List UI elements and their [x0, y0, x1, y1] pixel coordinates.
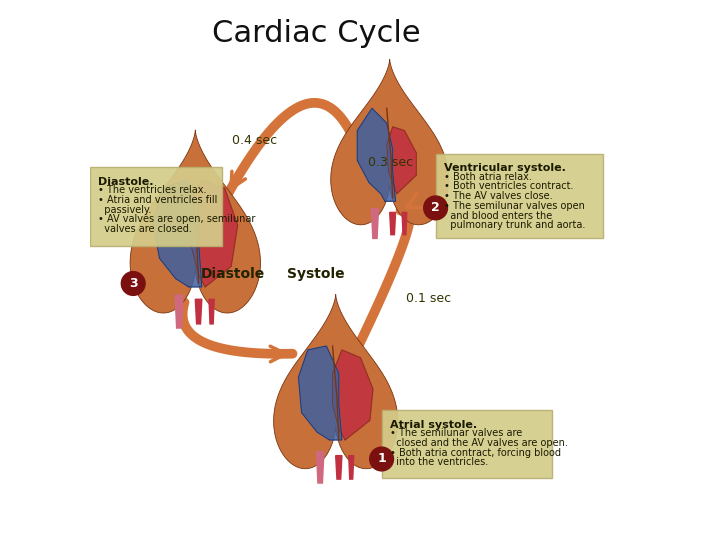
- Polygon shape: [190, 180, 238, 287]
- Text: Diastole.: Diastole.: [98, 177, 153, 187]
- Polygon shape: [348, 456, 354, 479]
- Text: • Atria and ventricles fill: • Atria and ventricles fill: [98, 195, 217, 205]
- Circle shape: [121, 272, 145, 295]
- Circle shape: [370, 447, 394, 471]
- Polygon shape: [299, 346, 342, 440]
- Text: closed and the AV valves are open.: closed and the AV valves are open.: [390, 438, 567, 448]
- Polygon shape: [357, 108, 395, 201]
- Polygon shape: [372, 208, 379, 239]
- Text: • The semilunar valves open: • The semilunar valves open: [444, 201, 585, 211]
- Polygon shape: [175, 295, 183, 328]
- Text: • Both atria relax.: • Both atria relax.: [444, 172, 531, 182]
- Polygon shape: [402, 212, 407, 235]
- Text: into the ventricles.: into the ventricles.: [390, 457, 488, 468]
- Text: 3: 3: [129, 277, 138, 290]
- Text: valves are closed.: valves are closed.: [98, 224, 192, 234]
- Text: 0.3 sec: 0.3 sec: [368, 156, 413, 168]
- Text: • The ventricles relax.: • The ventricles relax.: [98, 185, 207, 195]
- Text: Systole: Systole: [287, 267, 345, 281]
- Text: • Both ventricles contract.: • Both ventricles contract.: [444, 181, 573, 192]
- Circle shape: [423, 196, 448, 220]
- Polygon shape: [130, 130, 261, 313]
- Text: 0.4 sec: 0.4 sec: [232, 134, 277, 147]
- Polygon shape: [195, 299, 202, 324]
- Text: and blood enters the: and blood enters the: [444, 211, 552, 221]
- Text: 1: 1: [377, 453, 386, 465]
- FancyBboxPatch shape: [90, 167, 222, 246]
- Text: 0.1 sec: 0.1 sec: [406, 292, 451, 305]
- Polygon shape: [336, 456, 342, 479]
- Text: Ventricular systole.: Ventricular systole.: [444, 163, 566, 173]
- Text: Diastole: Diastole: [202, 267, 266, 281]
- Polygon shape: [209, 299, 215, 324]
- Text: • Both atria contract, forcing blood: • Both atria contract, forcing blood: [390, 448, 561, 458]
- Polygon shape: [153, 180, 202, 287]
- FancyBboxPatch shape: [382, 410, 552, 478]
- Text: 2: 2: [431, 201, 440, 214]
- Polygon shape: [330, 59, 449, 225]
- Polygon shape: [317, 451, 324, 483]
- Text: • The semilunar valves are: • The semilunar valves are: [390, 428, 522, 438]
- Polygon shape: [387, 127, 416, 194]
- Text: pulmonary trunk and aorta.: pulmonary trunk and aorta.: [444, 220, 585, 231]
- FancyBboxPatch shape: [436, 154, 603, 238]
- Polygon shape: [333, 350, 373, 440]
- Text: Cardiac Cycle: Cardiac Cycle: [212, 19, 421, 48]
- Text: passively.: passively.: [98, 205, 151, 215]
- Polygon shape: [390, 212, 395, 235]
- Polygon shape: [274, 294, 397, 469]
- Text: • The AV valves close.: • The AV valves close.: [444, 191, 552, 201]
- Text: Atrial systole.: Atrial systole.: [390, 420, 477, 430]
- Text: • AV valves are open, semilunar: • AV valves are open, semilunar: [98, 214, 256, 225]
